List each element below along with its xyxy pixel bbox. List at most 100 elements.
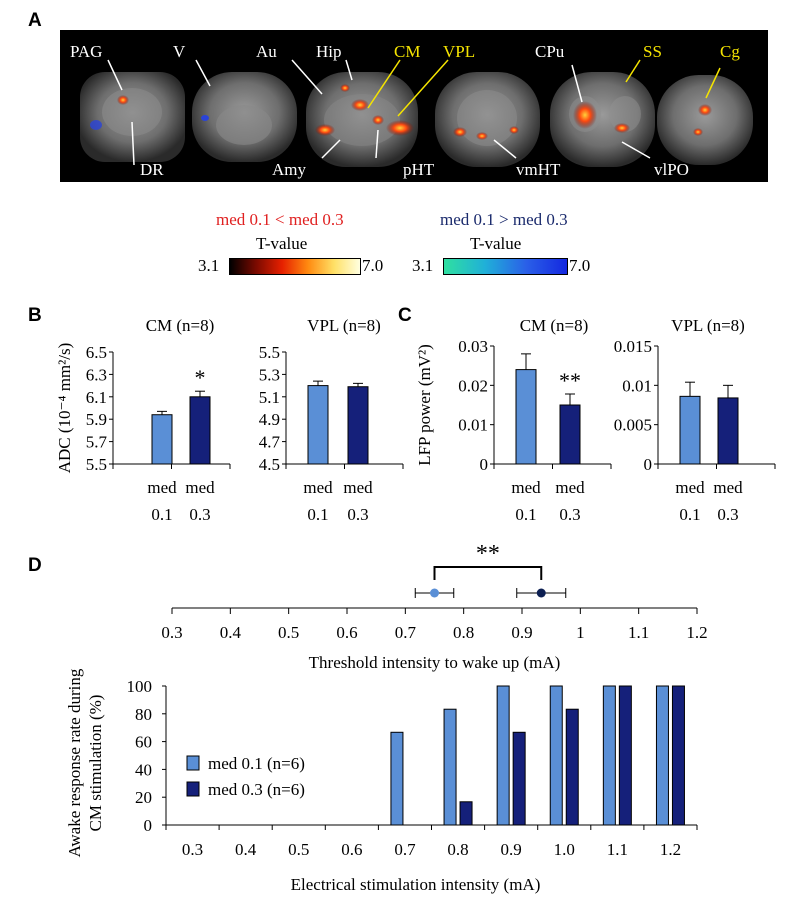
panel-label-d: D [28,555,42,576]
bar [679,395,701,465]
x-tick-label: 0.6 [341,840,362,859]
x-tick-label: 1.1 [607,840,628,859]
slice-6 [657,75,753,165]
data-point [430,588,439,598]
x-tick-label: 0.6 [336,623,357,642]
panel-label-b: B [28,305,42,326]
mri-slices-graphic [80,59,753,167]
bar [549,685,563,826]
legend-pos-title: med 0.1 < med 0.3 [216,210,344,229]
slice-5 [550,72,655,167]
y-tick-label: 20 [135,788,152,807]
bar [655,685,669,826]
bar [151,414,173,465]
region-label-pag: PAG [70,42,103,61]
x-tick-label: 0.8 [447,840,468,859]
y-axis-label: LFP power (mV²) [415,344,434,466]
y-tick-label: 6.1 [86,388,107,407]
x-tick-label: 0.3 [182,840,203,859]
chart-b-vpl: VPL (n=8) 4.5 4.7 4.9 5.1 5.3 5.5 med 0.1 med 0.3 [259,316,404,524]
chart-d-threshold: 0.3 0.4 0.5 0.6 0.7 0.8 0.9 1 1.1 1.2 Threshold in… [161,541,707,672]
region-label-amy: Amy [272,160,306,179]
region-label-vlpo: vlPO [654,160,689,179]
region-label-v: V [173,42,186,61]
x-tick-label: 0.7 [395,623,417,642]
x-category-label: med [185,478,215,497]
significance-marker: ** [476,541,500,567]
y-tick-label: 0.005 [614,416,652,435]
x-axis-label: Threshold intensity to wake up (mA) [309,653,561,672]
bar [189,396,211,465]
y-axis-label-line1: Awake response rate during [65,668,84,857]
y-tick-label: 0 [644,455,653,474]
x-category-label: 0.1 [679,505,700,524]
x-tick-label: 0.9 [501,840,522,859]
chart-c-cm: CM (n=8) 0 0.01 0.02 0.03 med 0.1 ** med 0.3 LFP p… [415,316,612,524]
bar [496,685,510,826]
mri-brain-slices [60,30,768,182]
legend-label: med 0.3 (n=6) [208,780,305,799]
bar [602,685,616,826]
region-label-cm: CM [394,42,421,61]
region-label-ss: SS [643,42,662,61]
x-tick-label: 0.9 [511,623,532,642]
bar [565,708,579,826]
legend-swatch [186,755,200,771]
region-label-cpu: CPu [535,42,565,61]
x-tick-label: 0.5 [278,623,299,642]
region-label-pht: pHT [403,160,435,179]
y-tick-label: 60 [135,733,152,752]
panel-label-a: A [28,10,42,31]
chart-c-vpl: VPL (n=8) 0 0.005 0.01 0.015 med 0.1 med 0.3 [614,316,776,524]
y-tick-label: 0 [480,455,489,474]
x-category-label: med [511,478,541,497]
y-tick-label: 0.01 [622,376,652,395]
legend-pos-min: 3.1 [198,256,220,275]
x-category-label: med [343,478,373,497]
legend-neg-subtitle: T-value [470,234,522,253]
y-axis-label-line2: CM stimulation (%) [86,695,105,832]
bar [459,801,473,826]
x-tick-label: 1.1 [628,623,649,642]
data-point [536,588,546,598]
y-tick-label: 5.1 [259,388,280,407]
x-axis-label: Electrical stimulation intensity (mA) [291,875,541,894]
chart-title: VPL (n=8) [671,316,745,335]
legend-neg-title: med 0.1 > med 0.3 [440,210,568,229]
bar [512,731,526,826]
chart-title: VPL (n=8) [307,316,381,335]
x-tick-label: 0.3 [161,623,182,642]
y-tick-label: 0.03 [458,337,488,356]
y-tick-label: 4.7 [259,433,281,452]
x-tick-label: 1.0 [554,840,575,859]
bar [618,685,632,826]
significance-marker: ** [559,368,581,393]
y-tick-label: 5.3 [259,365,280,384]
slice-3 [306,72,418,167]
x-category-label: 0.1 [151,505,172,524]
x-tick-label: 1.2 [686,623,707,642]
y-tick-label: 5.5 [259,343,280,362]
y-tick-label: 4.9 [259,410,280,429]
chart-b-cm: CM (n=8) 5.5 5.7 5.9 6.1 6.3 6.5 med 0.1 * med 0.3 A… [55,316,231,524]
region-label-vpl: VPL [443,42,476,61]
chart-d-response: 0 20 40 60 80 100 0.3 0.4 0.5 0.6 0.7 0.8 0.9 1.0 1.1 1… [65,668,698,894]
x-category-label: med [713,478,743,497]
significance-bracket [433,566,543,580]
bar [347,386,369,465]
y-tick-label: 40 [135,760,152,779]
y-tick-label: 0.01 [458,416,488,435]
x-tick-label: 1.2 [660,840,681,859]
region-label-vmht: vmHT [516,160,561,179]
slice-2 [192,72,297,162]
y-tick-label: 4.5 [259,455,280,474]
bar [717,397,739,465]
y-tick-label: 100 [127,677,153,696]
x-tick-label: 0.4 [235,840,257,859]
chart-title: CM (n=8) [520,316,589,335]
bar [671,685,685,826]
y-tick-label: 6.5 [86,343,107,362]
y-tick-label: 0 [144,816,153,835]
y-tick-label: 5.5 [86,455,107,474]
